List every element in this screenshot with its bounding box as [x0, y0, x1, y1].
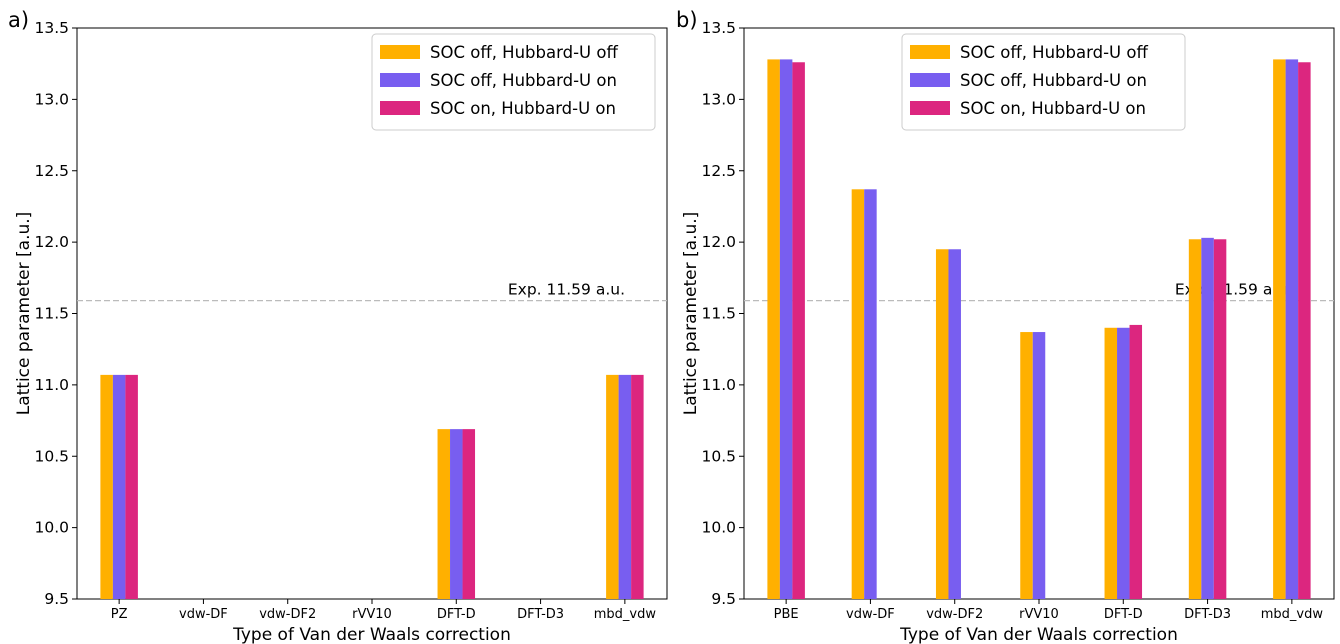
legend-entry-label: SOC off, Hubbard-U on — [960, 71, 1147, 90]
bar-mbd_vdw-series-1 — [1285, 59, 1299, 599]
legend-swatch — [910, 101, 950, 115]
y-axis-label: Lattice parameter [a.u.] — [14, 212, 34, 416]
bar-vdw-DF2-series-1 — [948, 249, 961, 599]
x-axis-label: Type of Van der Waals correction — [899, 625, 1178, 644]
bar-vdw-DF2-series-0 — [935, 249, 949, 599]
y-tick-label: 13.0 — [701, 90, 736, 108]
bar-PBE-series-2 — [792, 62, 805, 599]
reference-line-label: Exp. 11.59 a.u. — [508, 281, 625, 299]
y-tick-label: 13.5 — [34, 19, 69, 37]
bar-DFT-D-series-1 — [1117, 327, 1130, 599]
legend-swatch — [380, 101, 420, 115]
y-tick-label: 10.5 — [34, 447, 69, 465]
bar-DFT-D3-series-2 — [1213, 239, 1227, 599]
x-tick-label: vdw-DF — [179, 607, 228, 622]
bar-mbd_vdw-series-2 — [631, 374, 644, 599]
x-tick-label: rVV10 — [1019, 607, 1059, 622]
x-tick-label: DFT-D3 — [517, 607, 564, 622]
x-tick-label: rVV10 — [352, 607, 392, 622]
bar-mbd_vdw-series-2 — [1298, 62, 1311, 599]
bar-mbd_vdw-series-1 — [618, 374, 632, 599]
bar-DFT-D3-series-1 — [1201, 237, 1214, 599]
bar-PBE-series-1 — [779, 59, 793, 599]
bar-rVV10-series-0 — [1020, 332, 1033, 599]
y-tick-label: 10.0 — [34, 519, 69, 537]
x-tick-label: vdw-DF — [846, 607, 895, 622]
x-tick-label: PZ — [111, 607, 128, 622]
legend: SOC off, Hubbard-U off SOC off, Hubbard-U… — [901, 33, 1186, 131]
bar-PZ-series-2 — [125, 374, 138, 599]
bar-DFT-D-series-2 — [462, 429, 476, 599]
legend-entry-label: SOC on, Hubbard-U on — [960, 99, 1146, 118]
x-tick-label: mbd_vdw — [1261, 607, 1324, 622]
x-tick-label: DFT-D — [1104, 607, 1143, 622]
bar-PZ-series-1 — [112, 374, 126, 599]
bar-DFT-D-series-0 — [1104, 327, 1118, 599]
bar-vdw-DF-series-1 — [864, 189, 877, 599]
legend-entry-label: SOC off, Hubbard-U off — [430, 43, 618, 62]
y-tick-label: 13.0 — [34, 90, 69, 108]
x-tick-label: vdw-DF2 — [926, 607, 983, 622]
legend-swatch — [910, 73, 950, 87]
legend-entry-label: SOC on, Hubbard-U on — [430, 99, 616, 118]
y-tick-label: 10.0 — [701, 519, 736, 537]
y-tick-label: 11.0 — [34, 376, 69, 394]
y-tick-label: 13.5 — [701, 19, 736, 37]
x-tick-label: DFT-D3 — [1184, 607, 1231, 622]
legend-swatch — [380, 73, 420, 87]
legend-box — [371, 33, 656, 131]
bar-mbd_vdw-series-0 — [1273, 59, 1286, 599]
legend-swatch — [380, 45, 420, 59]
bar-PZ-series-0 — [100, 374, 113, 599]
y-axis-label: Lattice parameter [a.u.] — [681, 212, 701, 416]
panel-label: b) — [676, 8, 698, 32]
bar-rVV10-series-1 — [1032, 332, 1046, 599]
legend-entry-label: SOC off, Hubbard-U on — [430, 71, 617, 90]
legend-entry-label: SOC off, Hubbard-U off — [960, 43, 1148, 62]
y-tick-label: 11.0 — [701, 376, 736, 394]
bar-DFT-D3-series-0 — [1188, 239, 1202, 599]
x-tick-label: PBE — [774, 607, 799, 622]
chart-panel-a: Exp. 11.59 a.u. 9.5 10.0 10.5 11.0 11.5 12.0 12… — [8, 8, 668, 644]
y-tick-label: 12.0 — [34, 233, 69, 251]
bar-vdw-DF-series-0 — [851, 189, 865, 599]
y-tick-label: 10.5 — [701, 447, 736, 465]
y-tick-label: 12.0 — [701, 233, 736, 251]
panel-label: a) — [8, 8, 29, 32]
y-tick-label: 9.5 — [44, 590, 69, 608]
chart-panel-b: Exp. 11.59 a.u.9.510.010.511.011.512.012… — [676, 8, 1335, 644]
x-tick-label: vdw-DF2 — [259, 607, 316, 622]
y-tick-label: 11.5 — [701, 305, 736, 323]
x-tick-label: DFT-D — [437, 607, 476, 622]
x-tick-label: mbd_vdw — [594, 607, 657, 622]
legend: SOC off, Hubbard-U off SOC off, Hubbard-U… — [371, 33, 656, 131]
bar-mbd_vdw-series-0 — [606, 374, 619, 599]
y-tick-label: 11.5 — [34, 305, 69, 323]
legend-box — [901, 33, 1186, 131]
bar-DFT-D-series-1 — [450, 429, 463, 599]
y-tick-label: 12.5 — [701, 162, 736, 180]
bar-DFT-D-series-0 — [437, 429, 451, 599]
bar-PBE-series-0 — [767, 59, 780, 599]
y-tick-label: 12.5 — [34, 162, 69, 180]
legend-swatch — [910, 45, 950, 59]
bar-DFT-D-series-2 — [1129, 324, 1143, 599]
y-tick-label: 9.5 — [711, 590, 736, 608]
x-axis-label: Type of Van der Waals correction — [232, 625, 511, 644]
